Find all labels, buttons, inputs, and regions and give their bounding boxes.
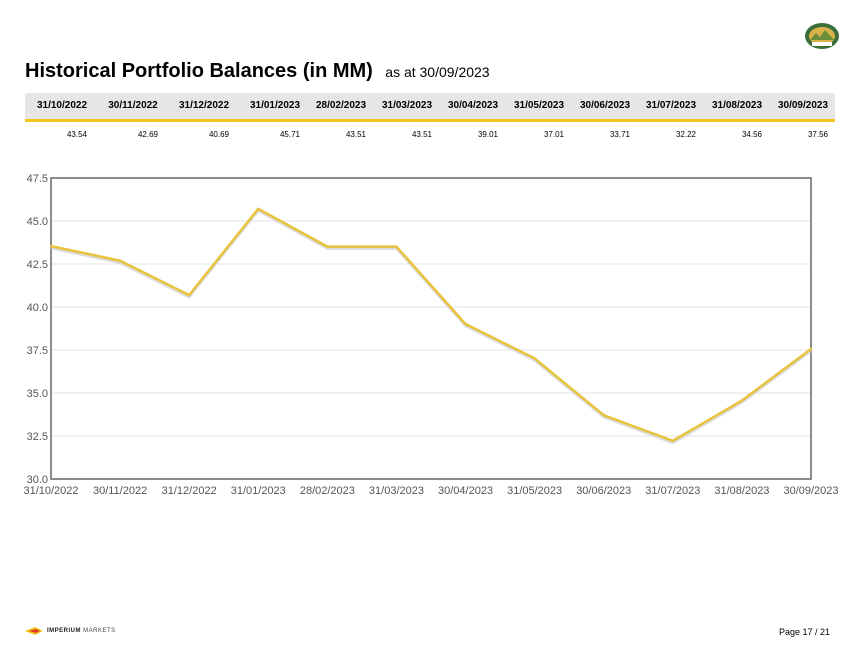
date-header-cell: 30/11/2022 bbox=[108, 100, 158, 111]
x-tick-label: 31/08/2023 bbox=[714, 485, 769, 497]
x-tick-label: 31/01/2023 bbox=[231, 485, 286, 497]
balance-value-cell: 43.51 bbox=[345, 130, 367, 139]
x-tick-label: 31/07/2023 bbox=[645, 485, 700, 497]
page-title: Historical Portfolio Balances (in MM) bbox=[25, 60, 373, 82]
date-header-band: 31/10/2022 30/11/2022 31/12/2022 31/01/2023… bbox=[25, 93, 835, 122]
brand-name: IMPERIUM MARKETS bbox=[47, 628, 116, 634]
as-at-date: as at 30/09/2023 bbox=[385, 64, 490, 80]
data-point bbox=[671, 439, 675, 443]
x-tick-label: 30/06/2023 bbox=[576, 485, 631, 497]
series-line-shadow bbox=[50, 209, 812, 445]
x-tick-label: 31/10/2022 bbox=[23, 485, 78, 497]
date-header-cell: 31/05/2023 bbox=[513, 100, 565, 111]
balance-value-cell: 37.01 bbox=[543, 130, 565, 139]
data-point bbox=[809, 347, 813, 351]
value-row: 43.54 42.69 40.69 45.71 43.51 43.51 39.01 37.01… bbox=[25, 128, 835, 144]
balance-value-cell: 39.01 bbox=[477, 130, 499, 139]
y-tick-label: 47.5 bbox=[27, 173, 48, 185]
plot-frame bbox=[50, 177, 812, 480]
balance-value-cell: 43.51 bbox=[411, 130, 433, 139]
title-row: Historical Portfolio Balances (in MM) as… bbox=[25, 60, 490, 83]
balance-value-cell: 40.69 bbox=[208, 130, 230, 139]
balance-value-cell: 34.56 bbox=[741, 130, 763, 139]
data-point bbox=[395, 245, 398, 248]
data-point bbox=[326, 245, 329, 248]
balance-line-chart: 30.0 32.5 35.0 37.5 40.0 42.5 45.0 47.5 31/10/20… bbox=[23, 173, 838, 497]
data-point bbox=[464, 322, 467, 326]
data-point bbox=[257, 207, 260, 210]
x-tick-label: 30/04/2023 bbox=[438, 485, 493, 497]
city-seal-logo bbox=[805, 23, 839, 49]
y-tick-label: 37.5 bbox=[27, 345, 48, 357]
date-header-cell: 30/09/2023 bbox=[777, 100, 829, 111]
date-header-cell: 30/04/2023 bbox=[447, 100, 499, 111]
date-header-cell: 28/02/2023 bbox=[315, 100, 367, 111]
date-header-cell: 31/07/2023 bbox=[645, 100, 697, 111]
y-tick-label: 45.0 bbox=[27, 216, 48, 228]
data-point bbox=[533, 357, 536, 360]
data-point bbox=[49, 244, 53, 248]
x-tick-label: 31/03/2023 bbox=[369, 485, 424, 497]
y-tick-label: 40.0 bbox=[27, 302, 48, 314]
x-tick-label: 30/09/2023 bbox=[783, 485, 838, 497]
page-number: Page 17 / 21 bbox=[778, 627, 830, 637]
date-header-cell: 31/03/2023 bbox=[381, 100, 433, 111]
date-header-cell: 30/06/2023 bbox=[579, 100, 631, 111]
x-tick-label: 31/05/2023 bbox=[507, 485, 562, 497]
balance-value-cell: 32.22 bbox=[675, 130, 697, 139]
footer-brand: IMPERIUM MARKETS bbox=[25, 626, 116, 636]
date-header-cell: 31/01/2023 bbox=[249, 100, 301, 111]
y-tick-label: 35.0 bbox=[27, 388, 48, 400]
date-header-cell: 31/10/2022 bbox=[36, 100, 88, 111]
balance-value-cell: 33.71 bbox=[609, 130, 631, 139]
balance-value-cell: 37.56 bbox=[807, 130, 829, 139]
imperium-markets-logo-icon bbox=[25, 627, 43, 635]
data-point bbox=[740, 399, 744, 402]
series-line bbox=[50, 207, 812, 443]
date-header-cell: 31/12/2022 bbox=[178, 100, 230, 111]
date-header-cell: 31/08/2023 bbox=[711, 100, 763, 111]
data-point bbox=[187, 293, 191, 297]
y-tick-label: 30.0 bbox=[27, 474, 48, 486]
data-point bbox=[118, 259, 122, 262]
x-tick-label: 31/12/2022 bbox=[162, 485, 217, 497]
y-tick-label: 42.5 bbox=[27, 259, 48, 271]
x-tick-label: 28/02/2023 bbox=[300, 485, 355, 497]
balance-value-cell: 45.71 bbox=[279, 130, 301, 139]
y-tick-label: 32.5 bbox=[27, 431, 48, 443]
balance-value-cell: 43.54 bbox=[66, 130, 88, 139]
data-point bbox=[602, 413, 605, 417]
x-tick-label: 30/11/2022 bbox=[93, 485, 147, 497]
balance-value-cell: 42.69 bbox=[137, 130, 159, 139]
